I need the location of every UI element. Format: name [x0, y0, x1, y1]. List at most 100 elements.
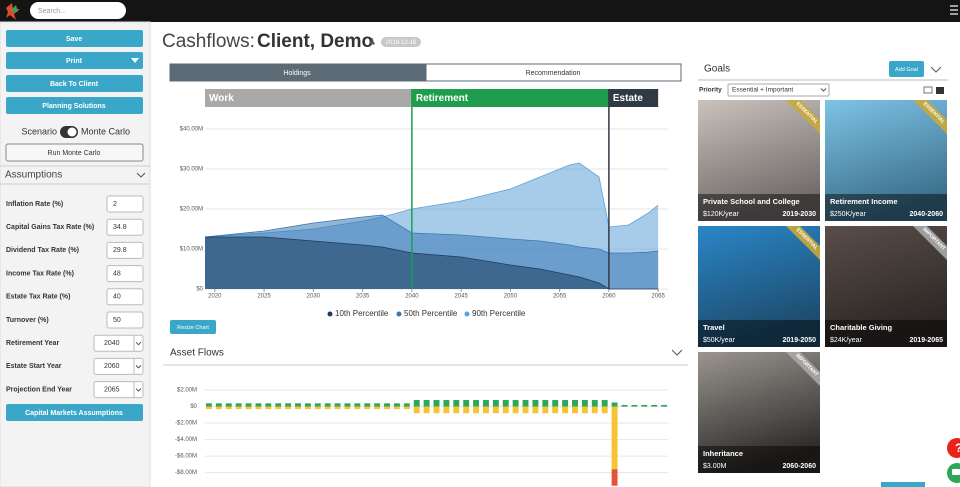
badge-text: 2019-12-16	[386, 40, 417, 46]
flow-bar	[423, 400, 430, 407]
run-button-label: Run Monte Carlo	[48, 150, 101, 157]
sidebar-button[interactable]	[6, 30, 143, 47]
field-input[interactable]	[106, 265, 144, 283]
field-value: 2040	[104, 340, 120, 347]
field-input[interactable]	[106, 195, 144, 213]
sidebar-button[interactable]	[6, 75, 143, 92]
field-label: Inflation Rate (%)	[6, 201, 63, 208]
flow-bar	[206, 406, 212, 410]
flow-bar	[364, 403, 371, 407]
run-button[interactable]	[5, 143, 144, 162]
phase-band	[411, 89, 609, 107]
field-input[interactable]	[106, 288, 144, 306]
flow-bar	[601, 400, 608, 407]
goal-image[interactable]	[698, 226, 820, 347]
help-icon: ?	[955, 441, 960, 455]
goal-caption-bg	[698, 320, 820, 347]
sidebar-button[interactable]	[6, 52, 143, 69]
flow-bar	[512, 406, 519, 414]
tab[interactable]	[425, 63, 682, 82]
flow-bar	[631, 404, 638, 407]
y-tick-label: $30.00M	[180, 167, 203, 173]
flow-bar	[225, 403, 232, 407]
legend-swatch	[464, 311, 470, 317]
menu-icon[interactable]	[950, 5, 958, 15]
goal-years: 2019-2065	[910, 337, 944, 344]
goal-years: 2019-2030	[783, 211, 817, 218]
goal-name: Travel	[703, 323, 725, 332]
page-title: Cashflows:	[162, 31, 255, 52]
priority-value: Essential + Important	[732, 87, 793, 94]
flow-bar	[532, 400, 539, 407]
grid-view-icon[interactable]	[936, 87, 944, 94]
flow-bar	[433, 406, 440, 414]
flow-bar	[304, 403, 311, 407]
priority-select[interactable]	[727, 83, 830, 97]
list-view-icon[interactable]	[923, 86, 933, 94]
priority-label: Priority	[699, 87, 722, 94]
flow-bar	[384, 406, 390, 410]
logo[interactable]	[6, 3, 20, 20]
y-tick-label: -$2.00M	[175, 421, 197, 427]
field-select[interactable]	[93, 357, 144, 375]
field-select[interactable]	[93, 381, 144, 399]
field-select[interactable]	[93, 334, 144, 352]
goal-caption-bg	[698, 194, 820, 221]
flow-bar	[532, 406, 539, 414]
goal-image[interactable]	[698, 352, 820, 473]
priority-ribbon	[786, 226, 820, 260]
scenario-label: Scenario	[21, 126, 57, 136]
scenario-option: Monte Carlo	[81, 126, 130, 136]
sidebar-button[interactable]	[6, 97, 143, 114]
flow-bar	[552, 400, 559, 407]
goal-years: 2060-2060	[783, 463, 817, 470]
flow-bar	[354, 406, 361, 410]
goal-image[interactable]	[825, 226, 947, 347]
resize-button[interactable]	[170, 320, 216, 334]
field-input[interactable]	[106, 241, 144, 259]
tab-label: Recommendation	[526, 70, 581, 77]
flow-bar	[364, 406, 371, 410]
legend-swatch	[327, 311, 333, 317]
field-label: Projection End Year	[6, 386, 72, 393]
x-tick-label: 2030	[307, 294, 321, 300]
flow-bar	[453, 400, 460, 407]
sidebar-button[interactable]	[6, 404, 143, 421]
goal-image[interactable]	[825, 100, 947, 221]
flow-bar	[572, 406, 578, 414]
flow-bar	[374, 403, 381, 407]
sidebar-button-label: Save	[66, 36, 82, 43]
area-fill	[205, 237, 659, 289]
field-input[interactable]	[106, 218, 144, 236]
goal-amount: $50K/year	[703, 337, 736, 344]
flow-bar	[661, 404, 667, 407]
flow-bar	[581, 400, 588, 407]
field-input[interactable]	[106, 311, 144, 329]
goal-years: 2019-2050	[783, 337, 817, 344]
search-box[interactable]	[30, 2, 126, 19]
flow-bar	[473, 400, 480, 407]
y-tick-label: $10.00M	[180, 247, 203, 253]
flow-bar	[413, 406, 420, 414]
flow-bar	[285, 403, 292, 407]
goal-image[interactable]	[698, 100, 820, 221]
x-tick-label: 2035	[356, 294, 370, 300]
chevron[interactable]	[930, 66, 942, 73]
phase-label: Estate	[613, 93, 643, 104]
tab[interactable]	[169, 63, 426, 82]
field-label: Capital Gains Tax Rate (%)	[6, 224, 94, 231]
help-button[interactable]	[947, 438, 960, 458]
field-label: Income Tax Rate (%)	[6, 270, 74, 277]
flow-bar	[413, 400, 420, 407]
flow-bar	[552, 406, 559, 414]
add-goal-button[interactable]	[889, 61, 924, 77]
flow-bar	[483, 406, 489, 414]
flow-bar	[225, 406, 232, 410]
chevron[interactable]	[671, 349, 683, 356]
sidebar-button-label: Capital Markets Assumptions	[25, 410, 123, 417]
goal-years: 2040-2060	[910, 211, 944, 218]
goal-amount: $3.00M	[703, 463, 727, 470]
bottom-button[interactable]	[881, 482, 925, 487]
flow-bar	[572, 400, 578, 407]
chevron[interactable]	[136, 172, 146, 178]
